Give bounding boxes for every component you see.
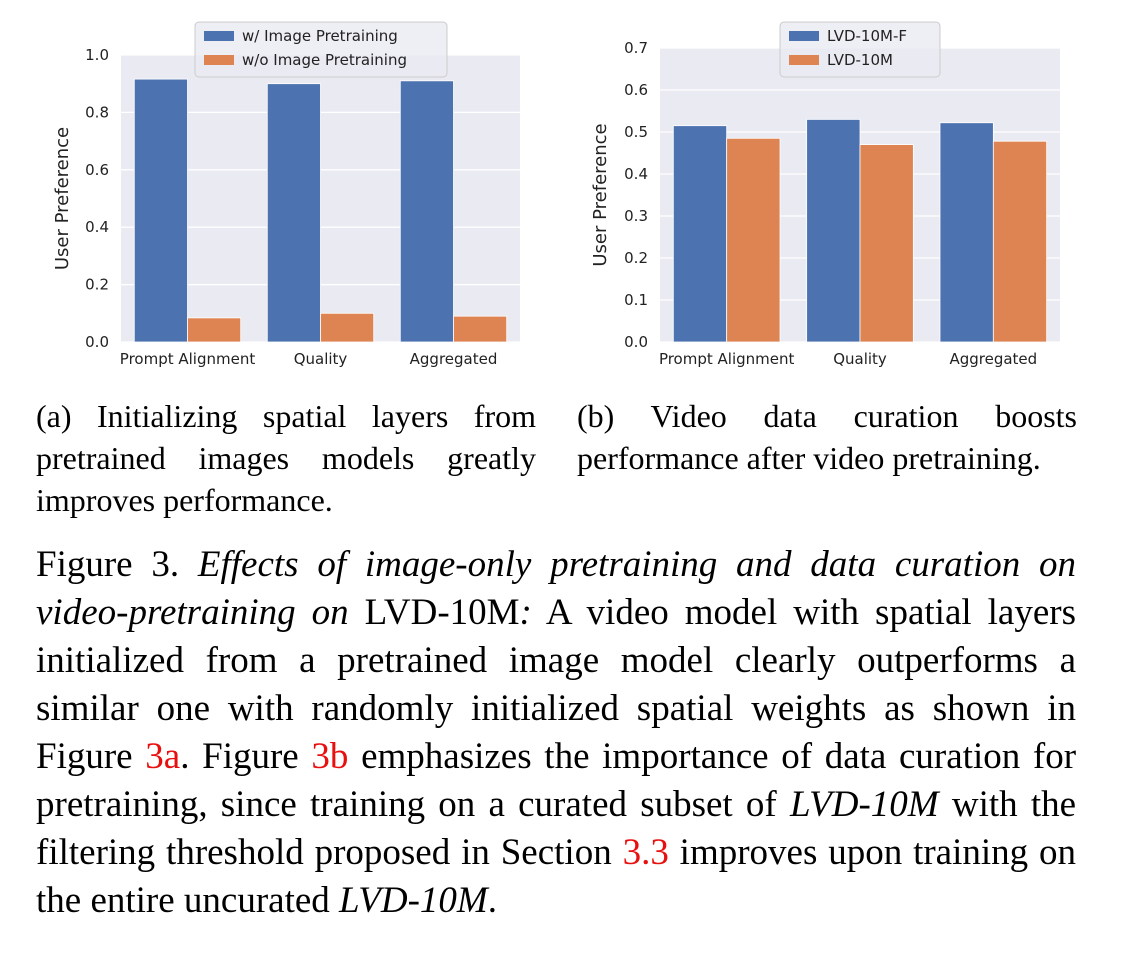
- legend-swatch: [789, 55, 819, 65]
- y-tick-label: 0.3: [624, 207, 648, 225]
- y-tick-label: 0.2: [624, 249, 648, 267]
- y-tick-label: 0.7: [624, 39, 648, 57]
- bar-series-2: [187, 317, 242, 343]
- y-tick-label: 0.6: [624, 81, 648, 99]
- caption-text-4: with the filtering threshold proposed in…: [36, 784, 1077, 873]
- y-tick-label: 0.6: [85, 161, 109, 179]
- legend-swatch: [204, 31, 234, 41]
- bar-series-1: [399, 80, 454, 343]
- caption-text-5: improves upon training on the entire unc…: [36, 832, 1077, 921]
- x-tick-label: Quality: [294, 350, 348, 368]
- bar-series-1: [672, 125, 728, 343]
- legend-label: LVD-10M: [827, 51, 893, 69]
- legend-swatch: [204, 55, 234, 65]
- x-tick-label: Aggregated: [949, 350, 1037, 368]
- legend-box: [194, 21, 448, 78]
- caption-text-3: emphasizes the importance of data curati…: [36, 736, 1077, 825]
- caption-colon: :: [519, 592, 532, 633]
- caption-title: Effects of image-only pretraining and da…: [36, 544, 1076, 633]
- figure-3b-link[interactable]: 3b: [311, 736, 349, 777]
- caption-dataset-italic-2: LVD-10M: [339, 880, 488, 921]
- y-tick-label: 0.8: [85, 103, 109, 121]
- bar-series-2: [859, 144, 914, 343]
- subcaption-b: (b) Video data curation boosts performan…: [577, 398, 1077, 476]
- bar-series-1: [806, 119, 861, 343]
- y-tick-label: 0.0: [85, 333, 109, 351]
- caption-label: Figure 3.: [36, 544, 180, 585]
- subcaption-a: (a) Initializing spatial layers from pre…: [36, 398, 536, 518]
- x-tick-label: Aggregated: [410, 350, 498, 368]
- bar-series-2: [992, 140, 1048, 343]
- bar-series-2: [453, 315, 508, 343]
- caption-dataset-italic-1: LVD-10M: [789, 784, 939, 825]
- legend-label: w/o Image Pretraining: [242, 51, 407, 69]
- section-3-3-link[interactable]: 3.3: [622, 832, 669, 873]
- y-tick-label: 0.5: [624, 123, 648, 141]
- bar-series-1: [133, 78, 188, 343]
- y-axis-label: User Preference: [590, 123, 611, 266]
- bar-series-1: [939, 122, 994, 343]
- chart-b: 0.0 0.1 0.2 0.3 0.4 0.5 0.6 0.7 Prompt Alignment…: [590, 21, 1060, 368]
- bar-series-2: [726, 137, 781, 343]
- chart-a: 0.0 0.2 0.4 0.6 0.8 1.0 Prompt Alignment Qualit…: [52, 21, 520, 368]
- y-tick-label: 0.1: [624, 291, 648, 309]
- figure-caption: Figure 3. Effects of image-only pretrain…: [36, 541, 1076, 925]
- legend-label: w/ Image Pretraining: [242, 27, 398, 45]
- y-tick-label: 0.0: [624, 333, 648, 351]
- y-tick-label: 1.0: [85, 46, 109, 64]
- x-tick-label: Quality: [833, 350, 887, 368]
- bar-series-2: [320, 312, 375, 343]
- figure-3a-link[interactable]: 3a: [145, 736, 181, 777]
- caption-text-2: . Figure: [180, 736, 299, 777]
- y-tick-label: 0.2: [85, 276, 109, 294]
- x-tick-label: Prompt Alignment: [120, 350, 256, 368]
- legend-swatch: [789, 31, 819, 41]
- caption-dataset: LVD-10M: [364, 592, 520, 633]
- legend-box: [779, 21, 941, 78]
- caption-text-1: A video model with spatial layers initia…: [36, 592, 1076, 777]
- y-tick-label: 0.4: [85, 218, 109, 236]
- y-tick-label: 0.4: [624, 165, 648, 183]
- x-tick-label: Prompt Alignment: [659, 350, 795, 368]
- legend-label: LVD-10M-F: [827, 27, 907, 45]
- caption-end: .: [487, 880, 497, 921]
- y-axis-label: User Preference: [52, 127, 73, 270]
- bar-series-1: [266, 83, 321, 343]
